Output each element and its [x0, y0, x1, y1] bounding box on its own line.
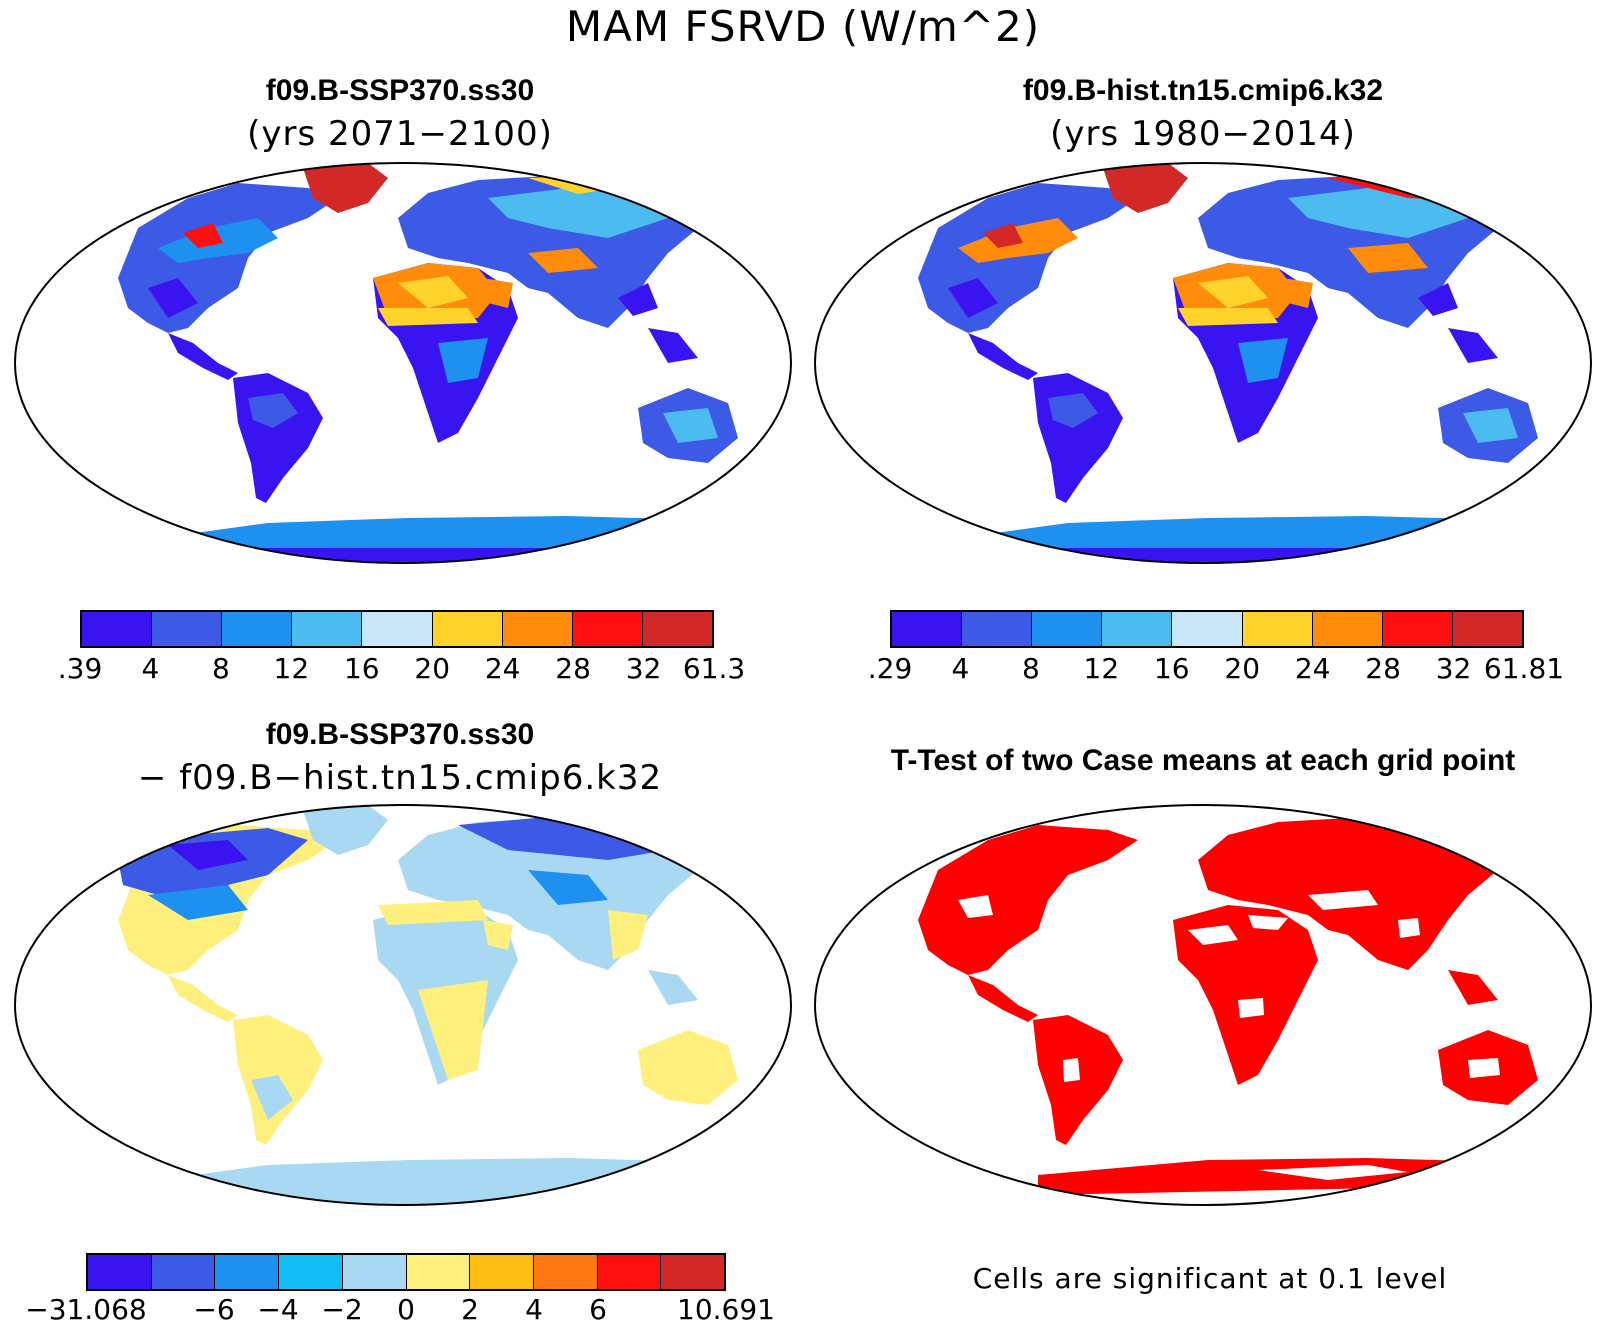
colorbar-cell — [406, 1255, 471, 1289]
map-top-right — [814, 162, 1592, 564]
colorbar-tick-label: 61.3 — [682, 652, 746, 685]
colorbar-cell — [892, 612, 963, 646]
significance-note: Cells are significant at 0.1 level — [972, 1262, 1448, 1295]
colorbar-tick-label: 16 — [343, 652, 380, 685]
colorbar-cell — [642, 612, 712, 646]
colorbar-tick-label: −6 — [193, 1293, 235, 1326]
colorbar-cell — [292, 612, 363, 646]
colorbar-top-right — [890, 610, 1524, 648]
colorbar-tick-label: 6 — [589, 1293, 607, 1326]
colorbar-tick-label: 20 — [414, 652, 451, 685]
colorbar-tick-label: 32 — [625, 652, 662, 685]
colorbar-cell — [215, 1255, 280, 1289]
colorbar-top-left-labels: .39 4 8 12 16 20 24 28 32 61.3 — [58, 652, 745, 688]
colorbar-cell — [362, 612, 433, 646]
colorbar-cell — [222, 612, 293, 646]
colorbar-cell — [533, 1255, 598, 1289]
colorbar-tick-label: 24 — [484, 652, 521, 685]
panel-top-left-subtitle: (yrs 2071−2100) — [247, 114, 553, 154]
panel-top-right-title: f09.B-hist.tn15.cmip6.k32 — [1022, 74, 1384, 107]
colorbar-cell — [82, 612, 153, 646]
colorbar-cell — [1312, 612, 1383, 646]
colorbar-tick-label: 8 — [1021, 652, 1040, 685]
colorbar-tick-label: 32 — [1435, 652, 1472, 685]
colorbar-tick-label: 12 — [1083, 652, 1120, 685]
colorbar-cell — [432, 612, 503, 646]
colorbar-tick-label: −31.068 — [25, 1293, 147, 1326]
colorbar-cell — [1242, 612, 1313, 646]
colorbar-tick-label: 8 — [211, 652, 230, 685]
panel-top-left-title: f09.B-SSP370.ss30 — [265, 74, 535, 107]
colorbar-tick-label: 4 — [141, 652, 160, 685]
panel-bottom-left-subtitle: − f09.B−hist.tn15.cmip6.k32 — [137, 758, 663, 798]
land-north-america — [118, 183, 338, 333]
colorbar-tick-label: −4 — [257, 1293, 299, 1326]
panel-bottom-left-title: f09.B-SSP370.ss30 — [265, 718, 535, 751]
colorbar-cell — [1172, 612, 1243, 646]
colorbar-cell — [342, 1255, 407, 1289]
colorbar-tick-label: .29 — [867, 652, 913, 685]
colorbar-cell — [1452, 612, 1522, 646]
colorbar-cell — [502, 612, 573, 646]
map-bottom-right — [814, 804, 1592, 1206]
colorbar-cell — [1102, 612, 1173, 646]
colorbar-cell — [661, 1255, 725, 1289]
colorbar-cell — [1032, 612, 1103, 646]
colorbar-tick-label: .39 — [57, 652, 103, 685]
colorbar-tick-label: 61.81 — [1483, 652, 1565, 685]
colorbar-cell — [88, 1255, 152, 1289]
colorbar-tick-label: 4 — [525, 1293, 543, 1326]
colorbar-cell — [470, 1255, 534, 1289]
colorbar-tick-label: 28 — [555, 652, 591, 685]
panel-bottom-right-title: T-Test of two Case means at each grid po… — [890, 744, 1516, 777]
land-greenland — [303, 163, 388, 213]
colorbar-cell — [962, 612, 1033, 646]
colorbar-bottom-left — [86, 1253, 726, 1291]
colorbar-top-left — [80, 610, 714, 648]
figure-title: MAM FSRVD (W/m^2) — [565, 2, 1041, 51]
land-south-america — [233, 373, 323, 503]
colorbar-cell — [152, 612, 223, 646]
colorbar-tick-label: 24 — [1294, 652, 1331, 685]
colorbar-cell — [1382, 612, 1453, 646]
panel-top-right-subtitle: (yrs 1980−2014) — [1050, 114, 1356, 154]
colorbar-tick-label: 4 — [951, 652, 970, 685]
colorbar-cell — [279, 1255, 343, 1289]
colorbar-tick-label: −2 — [321, 1293, 363, 1326]
colorbar-cell — [572, 612, 643, 646]
colorbar-tick-label: 10.691 — [677, 1293, 775, 1326]
colorbar-top-right-labels: .29 4 8 12 16 20 24 28 32 61.81 — [868, 652, 1564, 688]
colorbar-tick-label: 28 — [1365, 652, 1401, 685]
map-top-left — [14, 162, 792, 564]
colorbar-tick-label: 2 — [461, 1293, 479, 1326]
colorbar-tick-label: 20 — [1224, 652, 1261, 685]
colorbar-bottom-left-labels: −31.068 −6 −4 −2 0 2 4 6 10.691 — [25, 1293, 775, 1329]
map-bottom-left — [14, 804, 792, 1206]
colorbar-cell — [151, 1255, 216, 1289]
colorbar-tick-label: 0 — [397, 1293, 415, 1326]
colorbar-cell — [597, 1255, 662, 1289]
colorbar-tick-label: 12 — [273, 652, 310, 685]
colorbar-tick-label: 16 — [1153, 652, 1190, 685]
